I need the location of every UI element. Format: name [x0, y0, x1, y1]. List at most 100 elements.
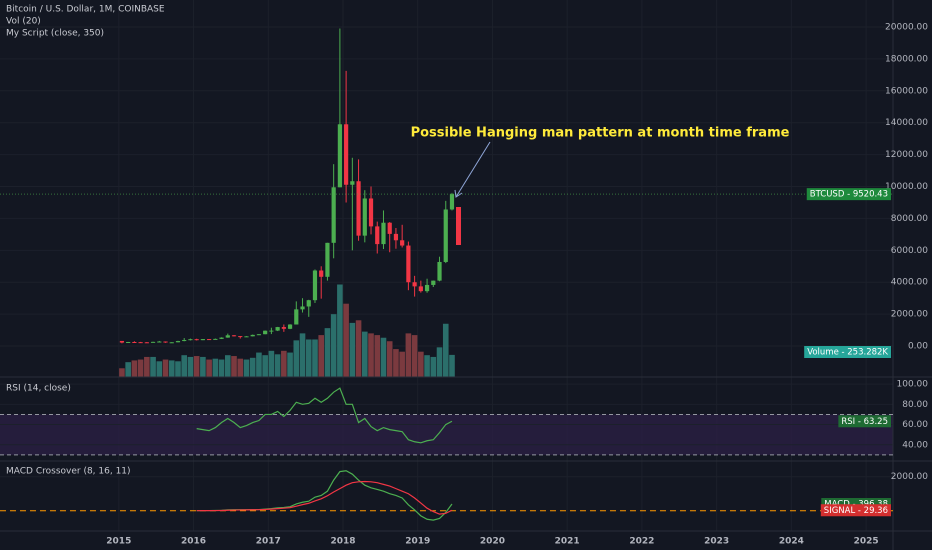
- volume-bar: [287, 352, 293, 377]
- y-tick-label: 80.00: [902, 400, 928, 410]
- price-tag: [820, 504, 891, 517]
- volume-bar: [430, 356, 437, 377]
- candle-body: [312, 270, 318, 301]
- y-tick-label: 20000.00: [885, 22, 928, 32]
- volume-bar: [281, 350, 287, 377]
- candle-body: [337, 124, 342, 188]
- candle-body: [231, 335, 237, 337]
- volume-bar: [418, 351, 424, 377]
- volume-bar: [131, 360, 138, 377]
- volume-bar: [256, 352, 262, 377]
- candle-body: [344, 124, 349, 185]
- volume-bar: [337, 284, 343, 377]
- volume-bar: [237, 358, 244, 377]
- candle-body: [194, 339, 199, 341]
- candle-body: [449, 194, 455, 210]
- x-tick-label: 2021: [555, 537, 580, 547]
- volume-bar: [449, 354, 455, 377]
- candle-body: [400, 240, 405, 246]
- volume-bar: [137, 359, 144, 377]
- volume-bar: [200, 356, 206, 377]
- y-tick-label: 40.00: [902, 440, 928, 450]
- price-tag-label: RSI - 63.25: [841, 417, 888, 427]
- price-tag: [806, 188, 891, 201]
- y-tick-label: 60.00: [902, 420, 928, 430]
- candle-body: [331, 187, 336, 243]
- candle-body: [119, 340, 125, 343]
- volume-bar: [218, 359, 225, 377]
- candle-body: [188, 339, 193, 341]
- volume-bar: [305, 339, 312, 377]
- candle-body: [163, 341, 168, 343]
- volume-bar: [150, 356, 156, 377]
- y-tick-label: 8000.00: [891, 214, 928, 224]
- candle-body: [406, 245, 411, 283]
- volume-bar: [193, 356, 200, 377]
- candle-body: [418, 286, 423, 292]
- volume-bar: [293, 340, 300, 377]
- volume-bar: [249, 357, 256, 377]
- price-tag: [804, 346, 891, 358]
- volume-bar: [231, 356, 237, 377]
- volume-bar: [405, 333, 412, 377]
- volume-bar: [299, 333, 306, 377]
- volume-bar: [224, 355, 231, 377]
- candle-body: [263, 330, 268, 335]
- volume-bar: [361, 331, 368, 377]
- y-tick-label: 4000.00: [891, 278, 928, 288]
- volume-bar: [312, 339, 318, 377]
- volume-bar: [330, 314, 337, 377]
- candle-body: [300, 306, 305, 310]
- y-tick-label: 14000.00: [885, 118, 928, 128]
- volume-bar: [168, 360, 175, 377]
- volume-bar: [349, 322, 356, 377]
- price-tag: [838, 415, 891, 428]
- candle-body: [238, 336, 243, 338]
- x-tick-label: 2025: [854, 537, 879, 547]
- candle-body: [306, 300, 311, 307]
- candle-body: [250, 334, 255, 337]
- volume-bar: [442, 323, 449, 377]
- y-tick-label: 10000.00: [885, 182, 928, 192]
- volume-bar: [144, 356, 150, 377]
- candle-body: [350, 181, 355, 185]
- candle-body: [319, 270, 324, 277]
- x-tick-label: 2022: [629, 537, 654, 547]
- candle-body: [381, 222, 386, 245]
- candle-body: [375, 226, 380, 245]
- x-tick-label: 2015: [106, 537, 131, 547]
- candle-body: [207, 339, 212, 341]
- annotation: Possible Hanging man pattern at month ti…: [411, 126, 790, 141]
- candle-body: [294, 309, 299, 325]
- y-tick-label: 100.00: [897, 380, 929, 390]
- candle-body: [443, 209, 448, 262]
- volume-bar: [162, 359, 169, 377]
- volume-bar: [386, 341, 393, 377]
- x-tick-label: 2024: [779, 537, 804, 547]
- candle-body: [356, 181, 361, 236]
- candle-body: [132, 341, 137, 343]
- candle-body: [281, 327, 286, 329]
- candle-body: [175, 341, 181, 343]
- volume-bar: [268, 350, 275, 377]
- volume-bar: [262, 355, 268, 377]
- y-tick-label: 0.00: [908, 342, 928, 352]
- price-tag-label: BTCUSD - 9520.43: [810, 190, 888, 200]
- candle-body: [157, 341, 162, 343]
- candle-body: [368, 198, 374, 227]
- x-tick-label: 2019: [405, 537, 430, 547]
- volume-bar: [424, 355, 430, 377]
- chart-title: Bitcoin / U.S. Dollar, 1M, COINBASE: [6, 5, 165, 15]
- y-tick-label: 2000.00: [891, 310, 928, 320]
- volume-bar: [243, 359, 250, 377]
- candle-body: [225, 335, 230, 338]
- volume-bar: [206, 359, 212, 377]
- volume-bar: [274, 354, 281, 377]
- candle-body: [219, 337, 224, 339]
- rsi-title: RSI (14, close): [6, 384, 71, 394]
- candle-body: [256, 334, 262, 336]
- macd-title: MACD Crossover (8, 16, 11): [6, 467, 131, 477]
- candle-body: [387, 222, 392, 234]
